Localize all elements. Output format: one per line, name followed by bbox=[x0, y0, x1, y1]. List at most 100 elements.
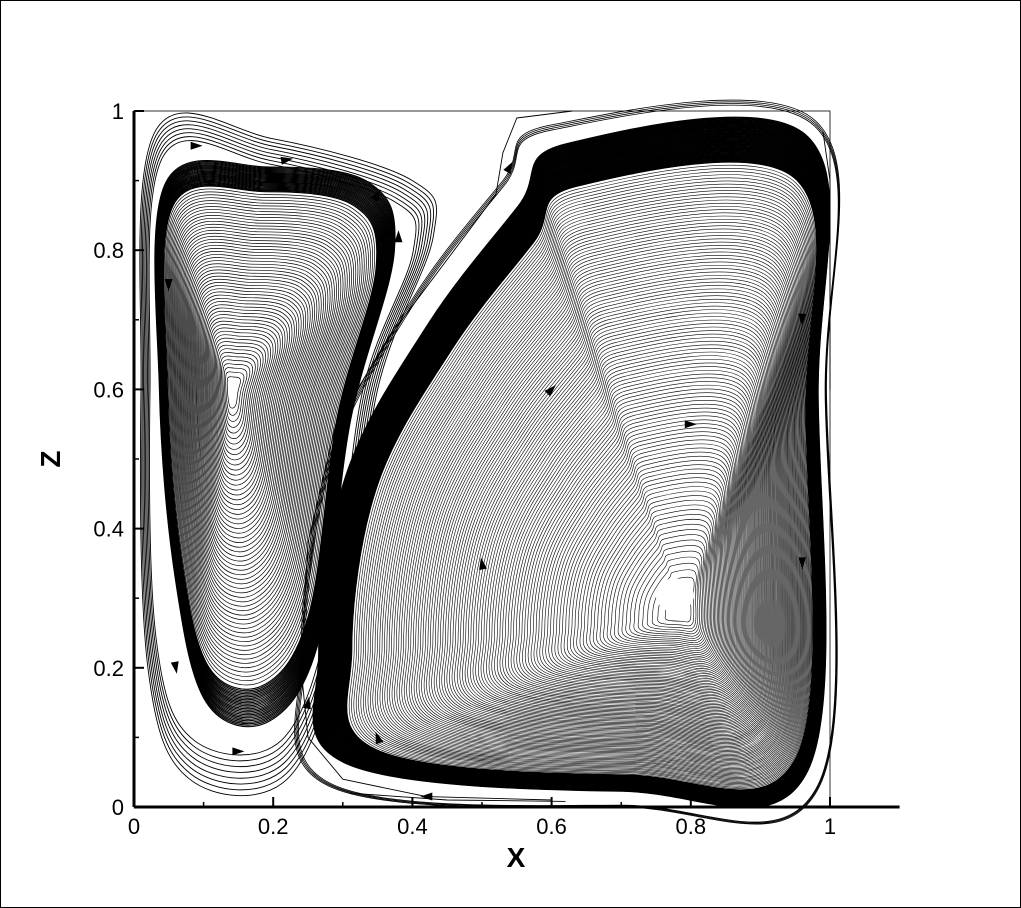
streamline bbox=[176, 226, 348, 629]
streamline bbox=[207, 317, 283, 496]
y-tick-label: 0.8 bbox=[93, 238, 124, 263]
streamline bbox=[178, 232, 344, 620]
streamline bbox=[603, 504, 716, 655]
streamline bbox=[312, 116, 831, 809]
streamline bbox=[335, 147, 822, 796]
streamline bbox=[183, 248, 333, 598]
streamline bbox=[554, 439, 736, 681]
flow-arrow bbox=[303, 696, 311, 710]
streamline bbox=[592, 490, 720, 661]
streamline bbox=[212, 334, 271, 471]
streamline bbox=[360, 180, 812, 783]
streamline bbox=[542, 423, 740, 687]
x-tick-label: 0 bbox=[128, 814, 140, 839]
streamline bbox=[423, 264, 787, 750]
streamline bbox=[351, 168, 816, 788]
streamline bbox=[200, 297, 297, 525]
streamline bbox=[222, 363, 251, 428]
flow-arrow bbox=[798, 313, 807, 326]
streamline bbox=[221, 359, 253, 434]
streamline bbox=[573, 464, 728, 671]
streamline bbox=[401, 235, 796, 762]
streamline bbox=[349, 792, 566, 802]
streamline bbox=[187, 260, 324, 580]
streamline bbox=[202, 304, 293, 515]
y-tick-label: 0.2 bbox=[93, 656, 124, 681]
streamline bbox=[451, 302, 776, 735]
streamline bbox=[169, 206, 363, 660]
streamline bbox=[486, 348, 762, 717]
streamline bbox=[217, 348, 261, 450]
streamline bbox=[646, 562, 699, 632]
streamline bbox=[633, 545, 704, 639]
streamline bbox=[617, 523, 711, 648]
x-tick-label: 0.8 bbox=[676, 814, 707, 839]
streamline bbox=[533, 411, 744, 692]
streamline bbox=[175, 223, 350, 634]
streamline bbox=[370, 193, 808, 778]
flow-arrow bbox=[615, 775, 628, 784]
streamline bbox=[499, 366, 757, 710]
streamline bbox=[391, 222, 800, 767]
streamline bbox=[203, 307, 291, 510]
streamline bbox=[431, 275, 784, 746]
streamline bbox=[522, 396, 748, 698]
flow-arrow bbox=[375, 731, 384, 745]
streamline bbox=[300, 110, 573, 801]
flow-arrow bbox=[479, 557, 487, 571]
streamline bbox=[606, 509, 715, 653]
right-vortex-streamlines bbox=[294, 99, 841, 825]
streamline bbox=[201, 301, 295, 520]
streamline bbox=[194, 278, 311, 553]
streamline bbox=[211, 330, 274, 476]
streamline bbox=[488, 351, 761, 716]
streamline bbox=[551, 435, 737, 683]
streamline bbox=[210, 327, 276, 481]
streamline bbox=[433, 278, 783, 744]
x-tick-label: 0.4 bbox=[397, 814, 428, 839]
streamline bbox=[610, 514, 713, 651]
streamline bbox=[472, 330, 768, 724]
streamline bbox=[599, 499, 718, 657]
streamline bbox=[193, 275, 313, 557]
streamline bbox=[362, 183, 811, 782]
streamline bbox=[195, 282, 309, 548]
streamline bbox=[449, 298, 777, 736]
streamline bbox=[164, 188, 376, 686]
streamline bbox=[519, 392, 749, 700]
streamline bbox=[358, 177, 813, 784]
y-ticks: 0 0.2 0.4 0.6 0.8 1 bbox=[93, 99, 144, 820]
streamline bbox=[502, 369, 756, 708]
streamline bbox=[348, 165, 817, 789]
flow-arrow bbox=[544, 385, 556, 397]
streamline bbox=[413, 251, 791, 755]
streamline bbox=[483, 344, 764, 719]
streamline bbox=[213, 337, 269, 466]
streamline bbox=[480, 341, 765, 720]
streamline bbox=[168, 203, 365, 664]
streamline bbox=[642, 556, 701, 635]
outer-streamlines bbox=[300, 110, 831, 802]
streamline bbox=[408, 245, 793, 758]
streamline bbox=[196, 285, 307, 543]
streamline bbox=[204, 310, 288, 505]
x-ticks: 0 0.2 0.4 0.6 0.8 1 bbox=[128, 797, 836, 839]
streamline bbox=[192, 272, 316, 562]
streamline bbox=[396, 228, 798, 764]
left-vortex-streamlines bbox=[139, 112, 437, 797]
flow-arrow bbox=[615, 148, 628, 157]
streamline bbox=[625, 534, 708, 644]
flow-arrow bbox=[280, 156, 294, 165]
streamline bbox=[467, 323, 770, 727]
vortex-core-hole bbox=[655, 578, 694, 613]
streamline bbox=[365, 187, 810, 781]
streamline bbox=[459, 312, 773, 731]
streamline bbox=[513, 384, 752, 702]
x-tick-label: 0.6 bbox=[536, 814, 567, 839]
streamline bbox=[171, 212, 359, 651]
streamline bbox=[197, 288, 304, 539]
streamline bbox=[569, 460, 729, 673]
streamline bbox=[454, 305, 775, 734]
streamline bbox=[582, 477, 724, 666]
streamline bbox=[403, 238, 795, 760]
